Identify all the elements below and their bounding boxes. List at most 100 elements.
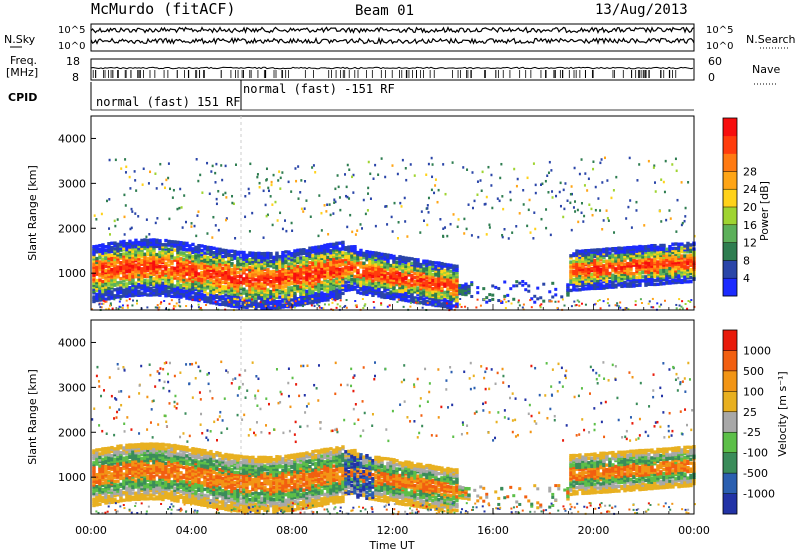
echo-cell bbox=[137, 244, 141, 248]
echo-cell bbox=[248, 298, 252, 302]
echo-cell bbox=[650, 268, 654, 272]
echo-cell bbox=[250, 298, 253, 301]
echo-cell bbox=[593, 248, 597, 252]
echo-cell bbox=[107, 254, 111, 258]
nsky-tick-bottom: 10^0 bbox=[58, 41, 85, 52]
echo-cell bbox=[329, 267, 333, 271]
echo-cell bbox=[119, 450, 123, 455]
echo-cell bbox=[152, 254, 156, 259]
echo-cell bbox=[128, 485, 132, 490]
echo-cell bbox=[392, 258, 396, 262]
echo-cell bbox=[125, 443, 129, 448]
echo-cell bbox=[158, 256, 162, 261]
echo-cell bbox=[659, 262, 663, 266]
echo-cell bbox=[242, 263, 246, 267]
echo-cell bbox=[377, 269, 381, 274]
echo-cell bbox=[323, 303, 326, 306]
echo-cell bbox=[374, 163, 377, 167]
echo-cell bbox=[140, 457, 144, 461]
echo-cell bbox=[356, 268, 360, 273]
echo-cell bbox=[392, 262, 396, 266]
echo-cell bbox=[293, 287, 297, 292]
echo-cell bbox=[359, 263, 363, 267]
echo-cell bbox=[677, 268, 681, 273]
echo-cell bbox=[299, 270, 303, 275]
echo-cell bbox=[125, 482, 129, 486]
echo-cell bbox=[92, 277, 96, 281]
echo-cell bbox=[368, 254, 372, 258]
echo-cell bbox=[501, 235, 504, 239]
echo-cell bbox=[110, 294, 114, 298]
echo-cell bbox=[296, 264, 300, 269]
echo-cell bbox=[341, 283, 345, 287]
echo-cell bbox=[270, 183, 273, 187]
echo-cell bbox=[101, 483, 105, 487]
echo-cell bbox=[481, 170, 484, 174]
echo-cell bbox=[281, 267, 285, 271]
echo-cell bbox=[98, 278, 102, 282]
echo-cell bbox=[105, 199, 108, 203]
echo-cell bbox=[323, 292, 327, 297]
echo-cell bbox=[230, 278, 234, 282]
echo-cell bbox=[188, 264, 192, 269]
echo-cell bbox=[131, 291, 135, 296]
echo-cell bbox=[371, 255, 375, 259]
echo-cell bbox=[507, 237, 510, 240]
echo-cell bbox=[290, 286, 294, 290]
echo-cell bbox=[437, 263, 441, 268]
echo-cell bbox=[104, 473, 108, 477]
echo-cell bbox=[299, 282, 303, 287]
echo-cell bbox=[182, 275, 186, 280]
echo-cell bbox=[149, 254, 153, 259]
echo-cell bbox=[596, 276, 600, 280]
echo-cell bbox=[385, 205, 388, 208]
echo-cell bbox=[518, 212, 521, 215]
echo-cell bbox=[251, 251, 255, 255]
echo-cell bbox=[350, 283, 354, 287]
echo-cell bbox=[284, 282, 288, 287]
echo-cell bbox=[689, 267, 693, 272]
echo-cell bbox=[242, 271, 246, 275]
echo-cell bbox=[377, 292, 381, 296]
echo-cell bbox=[446, 269, 450, 273]
echo-cell bbox=[243, 299, 246, 302]
echo-cell bbox=[119, 458, 123, 463]
echo-cell bbox=[176, 207, 179, 211]
echo-cell bbox=[167, 290, 171, 294]
echo-cell bbox=[287, 256, 291, 260]
echo-cell bbox=[182, 243, 186, 247]
echo-cell bbox=[333, 198, 336, 202]
echo-cell bbox=[644, 279, 648, 283]
echo-cell bbox=[327, 232, 330, 236]
echo-cell bbox=[356, 254, 360, 259]
echo-cell bbox=[152, 269, 156, 273]
echo-cell bbox=[601, 227, 604, 231]
echo-cell bbox=[131, 447, 135, 451]
echo-cell bbox=[683, 246, 687, 250]
echo-cell bbox=[178, 298, 181, 301]
echo-cell bbox=[236, 260, 240, 265]
echo-cell bbox=[613, 231, 616, 234]
echo-cell bbox=[179, 241, 183, 245]
echo-cell bbox=[365, 282, 369, 286]
echo-cell bbox=[590, 276, 594, 281]
echo-cell bbox=[314, 276, 318, 280]
echo-cell bbox=[416, 270, 420, 274]
echo-cell bbox=[575, 274, 579, 278]
echo-cell bbox=[683, 250, 687, 254]
echo-cell bbox=[359, 273, 363, 277]
echo-cell bbox=[215, 281, 219, 286]
echo-cell bbox=[437, 303, 441, 308]
echo-cell bbox=[95, 484, 99, 489]
echo-cell bbox=[599, 161, 602, 165]
echo-cell bbox=[119, 470, 123, 475]
echo-cell bbox=[133, 170, 136, 173]
echo-cell bbox=[400, 205, 403, 208]
echo-cell bbox=[221, 268, 225, 273]
echo-cell bbox=[200, 256, 204, 260]
echo-cell bbox=[128, 449, 132, 454]
echo-cell bbox=[318, 306, 321, 309]
echo-cell bbox=[170, 294, 174, 299]
echo-cell bbox=[674, 265, 678, 269]
echo-cell bbox=[329, 287, 333, 291]
